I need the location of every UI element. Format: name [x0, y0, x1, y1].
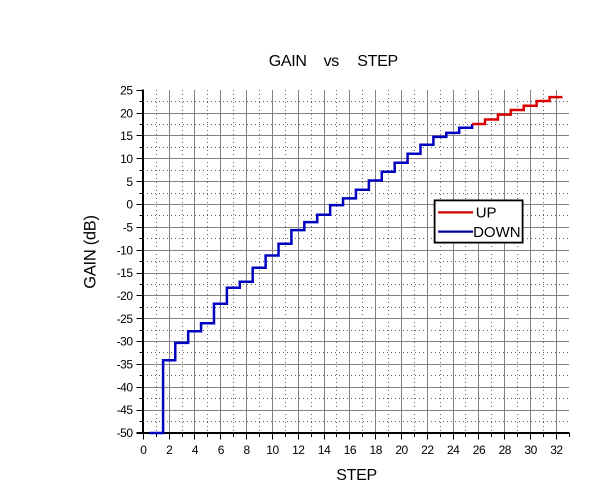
svg-text:10: 10	[266, 443, 279, 457]
svg-text:16: 16	[344, 443, 357, 457]
svg-text:20: 20	[120, 106, 133, 120]
svg-text:25: 25	[120, 83, 133, 97]
svg-text:10: 10	[120, 152, 133, 166]
svg-text:5: 5	[126, 175, 133, 189]
svg-text:32: 32	[550, 443, 563, 457]
svg-text:UP: UP	[476, 204, 497, 221]
svg-text:2: 2	[166, 443, 173, 457]
svg-text:20: 20	[395, 443, 408, 457]
svg-text:26: 26	[473, 443, 486, 457]
svg-text:8: 8	[244, 443, 251, 457]
svg-text:28: 28	[499, 443, 512, 457]
svg-text:4: 4	[192, 443, 199, 457]
svg-text:-15: -15	[117, 266, 134, 280]
svg-text:18: 18	[370, 443, 383, 457]
svg-text:-10: -10	[117, 243, 134, 257]
svg-text:0: 0	[140, 443, 147, 457]
svg-text:STEP: STEP	[357, 53, 398, 70]
svg-text:22: 22	[421, 443, 434, 457]
svg-text:24: 24	[447, 443, 460, 457]
svg-text:-40: -40	[117, 380, 134, 394]
svg-text:-5: -5	[123, 220, 133, 234]
svg-text:GAIN: GAIN	[269, 53, 307, 70]
svg-text:30: 30	[524, 443, 537, 457]
svg-text:DOWN: DOWN	[473, 224, 520, 241]
svg-text:14: 14	[318, 443, 331, 457]
svg-text:vs: vs	[324, 53, 340, 70]
svg-text:STEP: STEP	[336, 467, 377, 484]
svg-text:-25: -25	[117, 312, 134, 326]
svg-text:15: 15	[120, 129, 133, 143]
svg-text:-35: -35	[117, 357, 134, 371]
svg-text:6: 6	[218, 443, 225, 457]
svg-text:-50: -50	[117, 426, 134, 440]
svg-text:-20: -20	[117, 289, 134, 303]
svg-text:-45: -45	[117, 403, 134, 417]
svg-text:12: 12	[292, 443, 305, 457]
svg-text:0: 0	[126, 198, 133, 212]
svg-text:-30: -30	[117, 335, 134, 349]
svg-text:GAIN (dB): GAIN (dB)	[82, 215, 100, 288]
